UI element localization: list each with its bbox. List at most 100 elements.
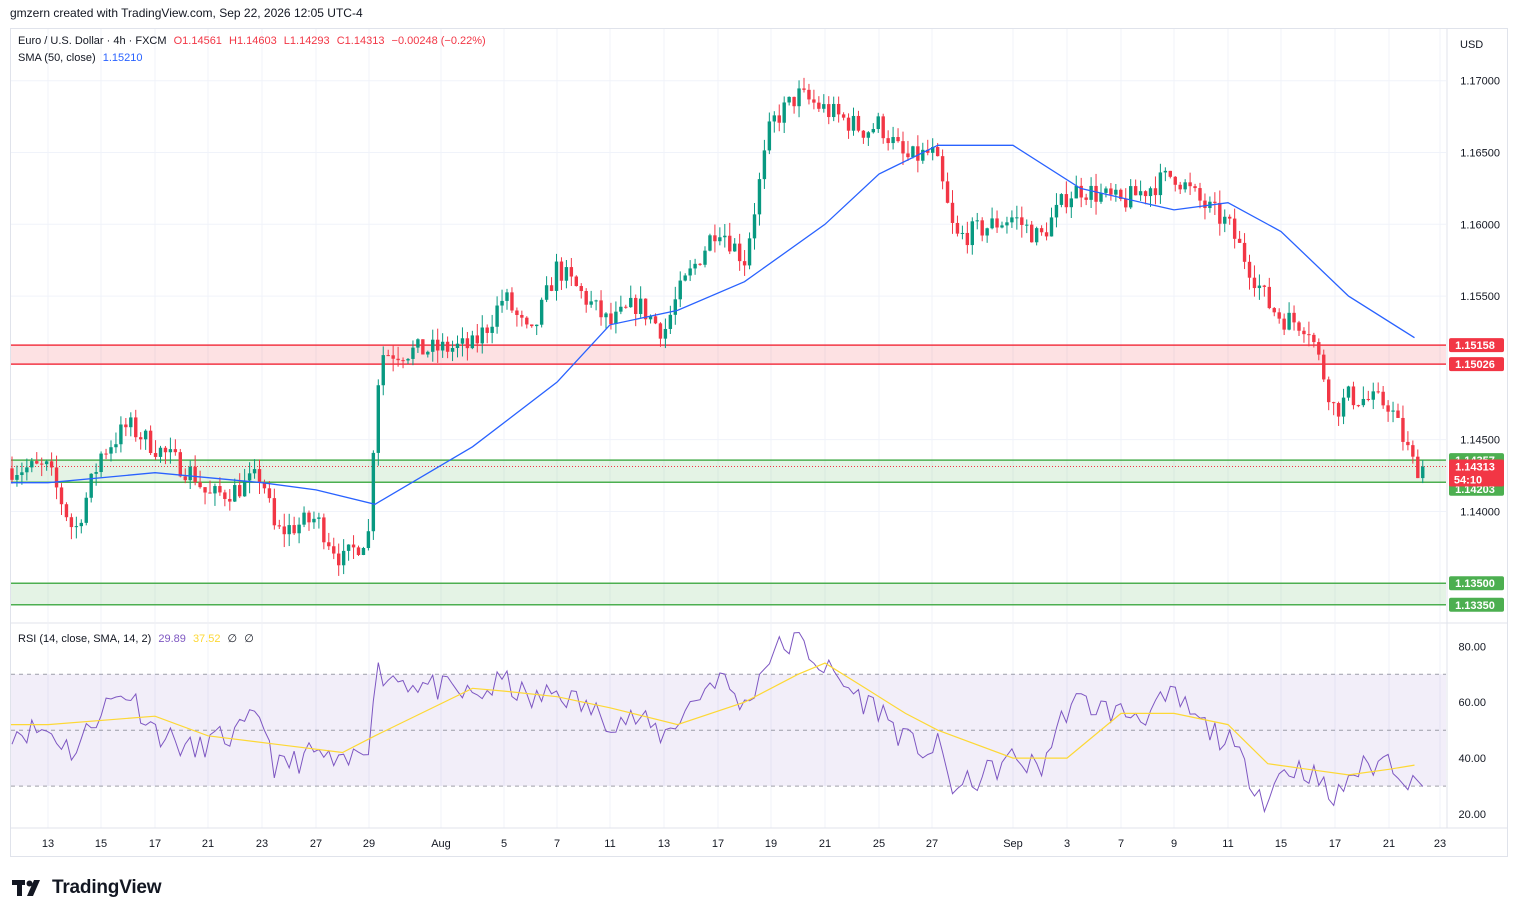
price-axis: 1.14000 1.14500 1.15500 1.16000 1.16500 1.170… [1460,39,1500,518]
candle-body [84,497,88,523]
candle-body [1168,170,1172,177]
candle-body [1327,379,1331,403]
time-tick-label: 15 [95,838,107,850]
candle-body [297,524,301,534]
candle-body [119,424,123,445]
rsi-ma-line [11,662,1415,776]
candle-body [629,297,633,308]
candle-body [1143,191,1148,197]
support-tag-lower-bottom-text: 1.13350 [1455,600,1495,612]
candle-body [554,261,559,291]
candle-body [460,338,465,344]
candle-body [841,114,846,118]
tradingview-logo[interactable]: TradingView [12,876,162,900]
candle-body [762,150,767,180]
candle-body [881,116,885,139]
candle-body [876,116,880,130]
candle-body [1218,202,1222,224]
candle-body [242,480,247,497]
candle-body [866,132,871,138]
candle-body [955,222,960,234]
candle-body [233,485,237,502]
candle-body [351,544,356,548]
tradingview-logo-text: TradingView [52,877,162,898]
support-tag-lower-top: 1.13500 [1449,576,1504,591]
sma-legend[interactable]: SMA (50, close) 1.15210 [18,52,146,64]
candle-body [366,531,371,548]
candle-body [975,220,979,222]
candle-body [188,466,192,481]
candle-body [634,297,638,315]
time-tick-label: 3 [1064,838,1070,850]
candle-body [173,449,178,453]
candle-body [1401,417,1405,442]
candle-body [282,526,286,535]
candle-body [589,301,593,305]
candle-body [1277,312,1281,319]
rsi-tick-label: 40.00 [1458,753,1486,765]
main-legend[interactable]: Euro / U.S. Dollar · 4h · FXCM O1.14561 … [18,35,490,47]
rsi-axis: 20.00 40.00 60.00 80.00 [1458,641,1486,821]
candle-body [886,138,890,144]
candle-body [203,487,207,493]
candle-body [1079,185,1083,198]
candle-body [668,314,673,329]
candle-body [901,141,905,154]
candle-body [317,517,321,519]
candle-body [1302,330,1306,335]
candle-body [965,232,970,246]
candle-body [559,261,564,281]
candle-body [648,316,653,320]
candle-body [1193,186,1197,189]
candle-body [1049,217,1054,237]
rsi-legend-extra-2: ∅ [244,633,254,645]
candle-body [708,235,712,251]
candle-body [124,424,128,428]
candle-body [69,517,74,528]
candle-body [757,179,762,215]
candle-body [1228,216,1232,219]
grid-lines [11,29,1507,829]
time-tick-label: 27 [310,838,322,850]
candle-body [129,417,133,428]
candle-body [673,299,677,315]
candle-body [1232,218,1237,239]
candle-body [322,517,326,543]
candle-body [54,467,59,488]
candle-body [891,137,895,144]
candle-body [802,88,806,90]
rsi-line [11,631,1424,814]
candle-body [931,147,935,153]
candle-body [277,525,281,527]
rsi-tick-label: 60.00 [1458,697,1486,709]
candle-body [450,348,455,352]
time-tick-label: 21 [819,838,831,850]
resistance-tag-top-text: 1.15158 [1455,340,1495,352]
sma-line [11,144,1415,505]
candle-body [614,311,618,325]
candle-body [678,280,682,300]
rsi-legend[interactable]: RSI (14, close, SMA, 14, 2) 29.89 37.52 … [18,632,258,645]
candle-body [1237,238,1242,243]
candle-body [515,310,519,315]
legend-symbol: Euro / U.S. Dollar · 4h · FXCM [18,35,167,47]
candle-body [604,313,608,318]
candle-body [594,300,598,302]
price-tick-label: 1.14000 [1460,506,1500,518]
candle-body [574,276,578,287]
candle-body [1158,172,1163,196]
time-tick-label: 23 [256,838,268,850]
candle-body [916,146,920,161]
candle-body [1287,312,1291,330]
candle-body [59,487,64,505]
candle-body [40,463,44,465]
candle-body [817,102,821,109]
candle-body [15,475,19,480]
price-tick-label: 1.17000 [1460,76,1500,88]
candle-body [109,447,113,454]
candle-body [1406,441,1410,446]
candle-body [455,343,460,349]
candle-body [134,417,138,438]
candle-body [337,553,341,566]
